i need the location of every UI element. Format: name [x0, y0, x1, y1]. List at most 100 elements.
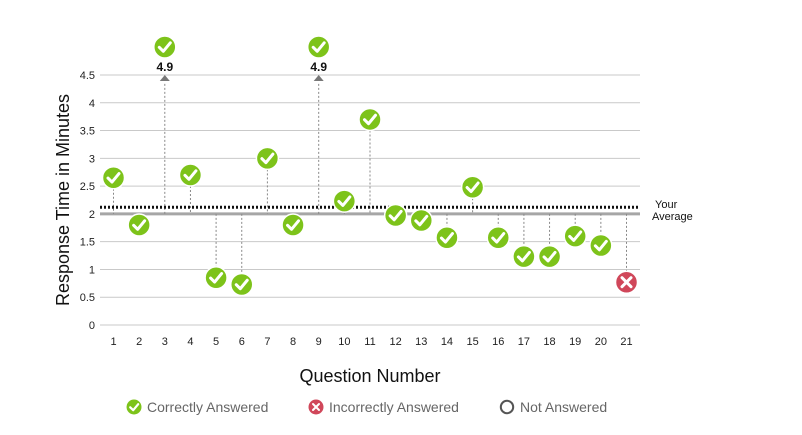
- check-circle-icon: [153, 35, 177, 59]
- y-tick-label: 1: [89, 264, 95, 276]
- check-mark-icon: [234, 278, 249, 291]
- data-point-q2[interactable]: [127, 213, 151, 237]
- x-tick-label: 18: [543, 336, 555, 348]
- data-point-q3[interactable]: [153, 35, 177, 59]
- x-mark-icon: [312, 403, 320, 411]
- data-point-q15[interactable]: [460, 175, 485, 199]
- data-point-q4[interactable]: [178, 163, 203, 187]
- check-mark-icon: [388, 209, 403, 222]
- y-tick-label: 2.5: [80, 181, 95, 193]
- check-mark-icon: [593, 239, 608, 252]
- data-point-q14[interactable]: [435, 226, 459, 250]
- check-circle-icon: [127, 213, 151, 237]
- average-label-line1: Your: [655, 199, 678, 211]
- data-point-q21[interactable]: [614, 270, 639, 294]
- y-tick-label: 0.5: [80, 292, 95, 304]
- data-point-q17[interactable]: [512, 244, 536, 269]
- data-point-q7[interactable]: [255, 146, 280, 171]
- check-circle-icon: [383, 203, 408, 228]
- overflow-value-label: 4.9: [156, 60, 173, 74]
- check-mark-icon: [542, 250, 557, 263]
- overflow-value-label: 4.9: [310, 60, 327, 74]
- check-mark-icon: [465, 181, 480, 194]
- data-point-q16[interactable]: [486, 226, 510, 250]
- x-tick-label: 5: [213, 336, 219, 348]
- check-circle-icon: [435, 226, 459, 250]
- x-tick-label: 3: [162, 336, 168, 348]
- check-circle-icon: [512, 244, 536, 269]
- x-tick-label: 17: [518, 336, 530, 348]
- check-circle-icon: [281, 213, 305, 237]
- check-circle-icon: [255, 146, 280, 171]
- x-tick-label: 16: [492, 336, 504, 348]
- data-point-q19[interactable]: [563, 224, 587, 248]
- check-mark-icon: [363, 113, 377, 126]
- check-mark-icon: [183, 169, 198, 181]
- data-point-q5[interactable]: [204, 266, 228, 290]
- average-label-line2: Average: [652, 211, 693, 223]
- data-point-q1[interactable]: [101, 166, 126, 190]
- x-tick-label: 19: [569, 336, 581, 348]
- data-point-q18[interactable]: [537, 244, 562, 269]
- data-point-q11[interactable]: [358, 107, 382, 132]
- x-tick-label: 2: [136, 336, 142, 348]
- check-circle-icon: [230, 272, 254, 297]
- empty-circle-icon: [499, 399, 515, 415]
- check-circle-icon: [563, 224, 587, 248]
- data-point-q20[interactable]: [589, 233, 613, 258]
- data-point-q13[interactable]: [409, 208, 434, 233]
- y-tick-label: 4: [89, 98, 95, 110]
- data-point-q12[interactable]: [383, 203, 408, 228]
- x-tick-label: 20: [595, 336, 607, 348]
- data-point-q9[interactable]: [306, 35, 331, 59]
- y-tick-label: 3: [89, 153, 95, 165]
- legend-item-incorrect[interactable]: Incorrectly Answered: [308, 399, 459, 415]
- leader-layer: 4.9 4.9: [113, 60, 627, 274]
- check-circle-icon: [178, 163, 203, 187]
- data-point-q8[interactable]: [281, 213, 305, 237]
- check-mark-icon: [132, 219, 147, 231]
- x-tick-label: 7: [264, 336, 270, 348]
- data-point-q10[interactable]: [332, 189, 357, 213]
- check-mark-icon: [439, 232, 454, 244]
- check-mark-icon: [209, 272, 224, 284]
- x-tick-label: 8: [290, 336, 296, 348]
- check-circle-icon: [358, 107, 382, 132]
- y-tick-label: 2: [89, 209, 95, 221]
- y-tick-label: 0: [89, 320, 95, 332]
- check-mark-icon: [106, 172, 121, 184]
- check-mark-icon: [414, 214, 429, 227]
- y-tick-label: 4.5: [80, 70, 95, 82]
- check-mark-icon: [286, 219, 301, 231]
- check-circle-icon: [409, 208, 434, 233]
- y-tick-label: 1.5: [80, 237, 95, 249]
- check-mark-icon: [516, 250, 531, 263]
- data-points: [101, 35, 639, 297]
- x-tick-label: 15: [466, 336, 478, 348]
- y-axis-title: Response Time in Minutes: [53, 94, 73, 306]
- x-tick-label: 6: [239, 336, 245, 348]
- check-circle-icon: [332, 189, 357, 213]
- check-mark-icon: [337, 195, 352, 207]
- overflow-arrow-icon: [313, 75, 324, 81]
- x-tick-label: 4: [187, 336, 193, 348]
- check-mark-icon: [129, 403, 140, 412]
- x-tick-label: 14: [441, 336, 453, 348]
- data-point-q6[interactable]: [230, 272, 254, 297]
- legend-label-incorrect: Incorrectly Answered: [329, 399, 459, 415]
- y-tick-labels: 0 0.5 1 1.5 2 2.5 3 3.5 4 4.5: [80, 70, 95, 332]
- check-mark-icon: [157, 41, 172, 53]
- x-tick-label: 10: [338, 336, 350, 348]
- legend: Correctly Answered Incorrectly Answered …: [126, 399, 607, 415]
- x-tick-label: 1: [110, 336, 116, 348]
- check-circle-icon: [126, 399, 142, 415]
- check-circle-icon: [460, 175, 485, 199]
- legend-item-correct[interactable]: Correctly Answered: [126, 399, 269, 415]
- x-tick-label: 9: [316, 336, 322, 348]
- legend-item-not-answered[interactable]: Not Answered: [499, 399, 607, 415]
- legend-label-not-answered: Not Answered: [520, 399, 607, 415]
- check-circle-icon: [486, 226, 510, 250]
- check-circle-icon: [537, 244, 562, 269]
- check-circle-icon: [589, 233, 613, 258]
